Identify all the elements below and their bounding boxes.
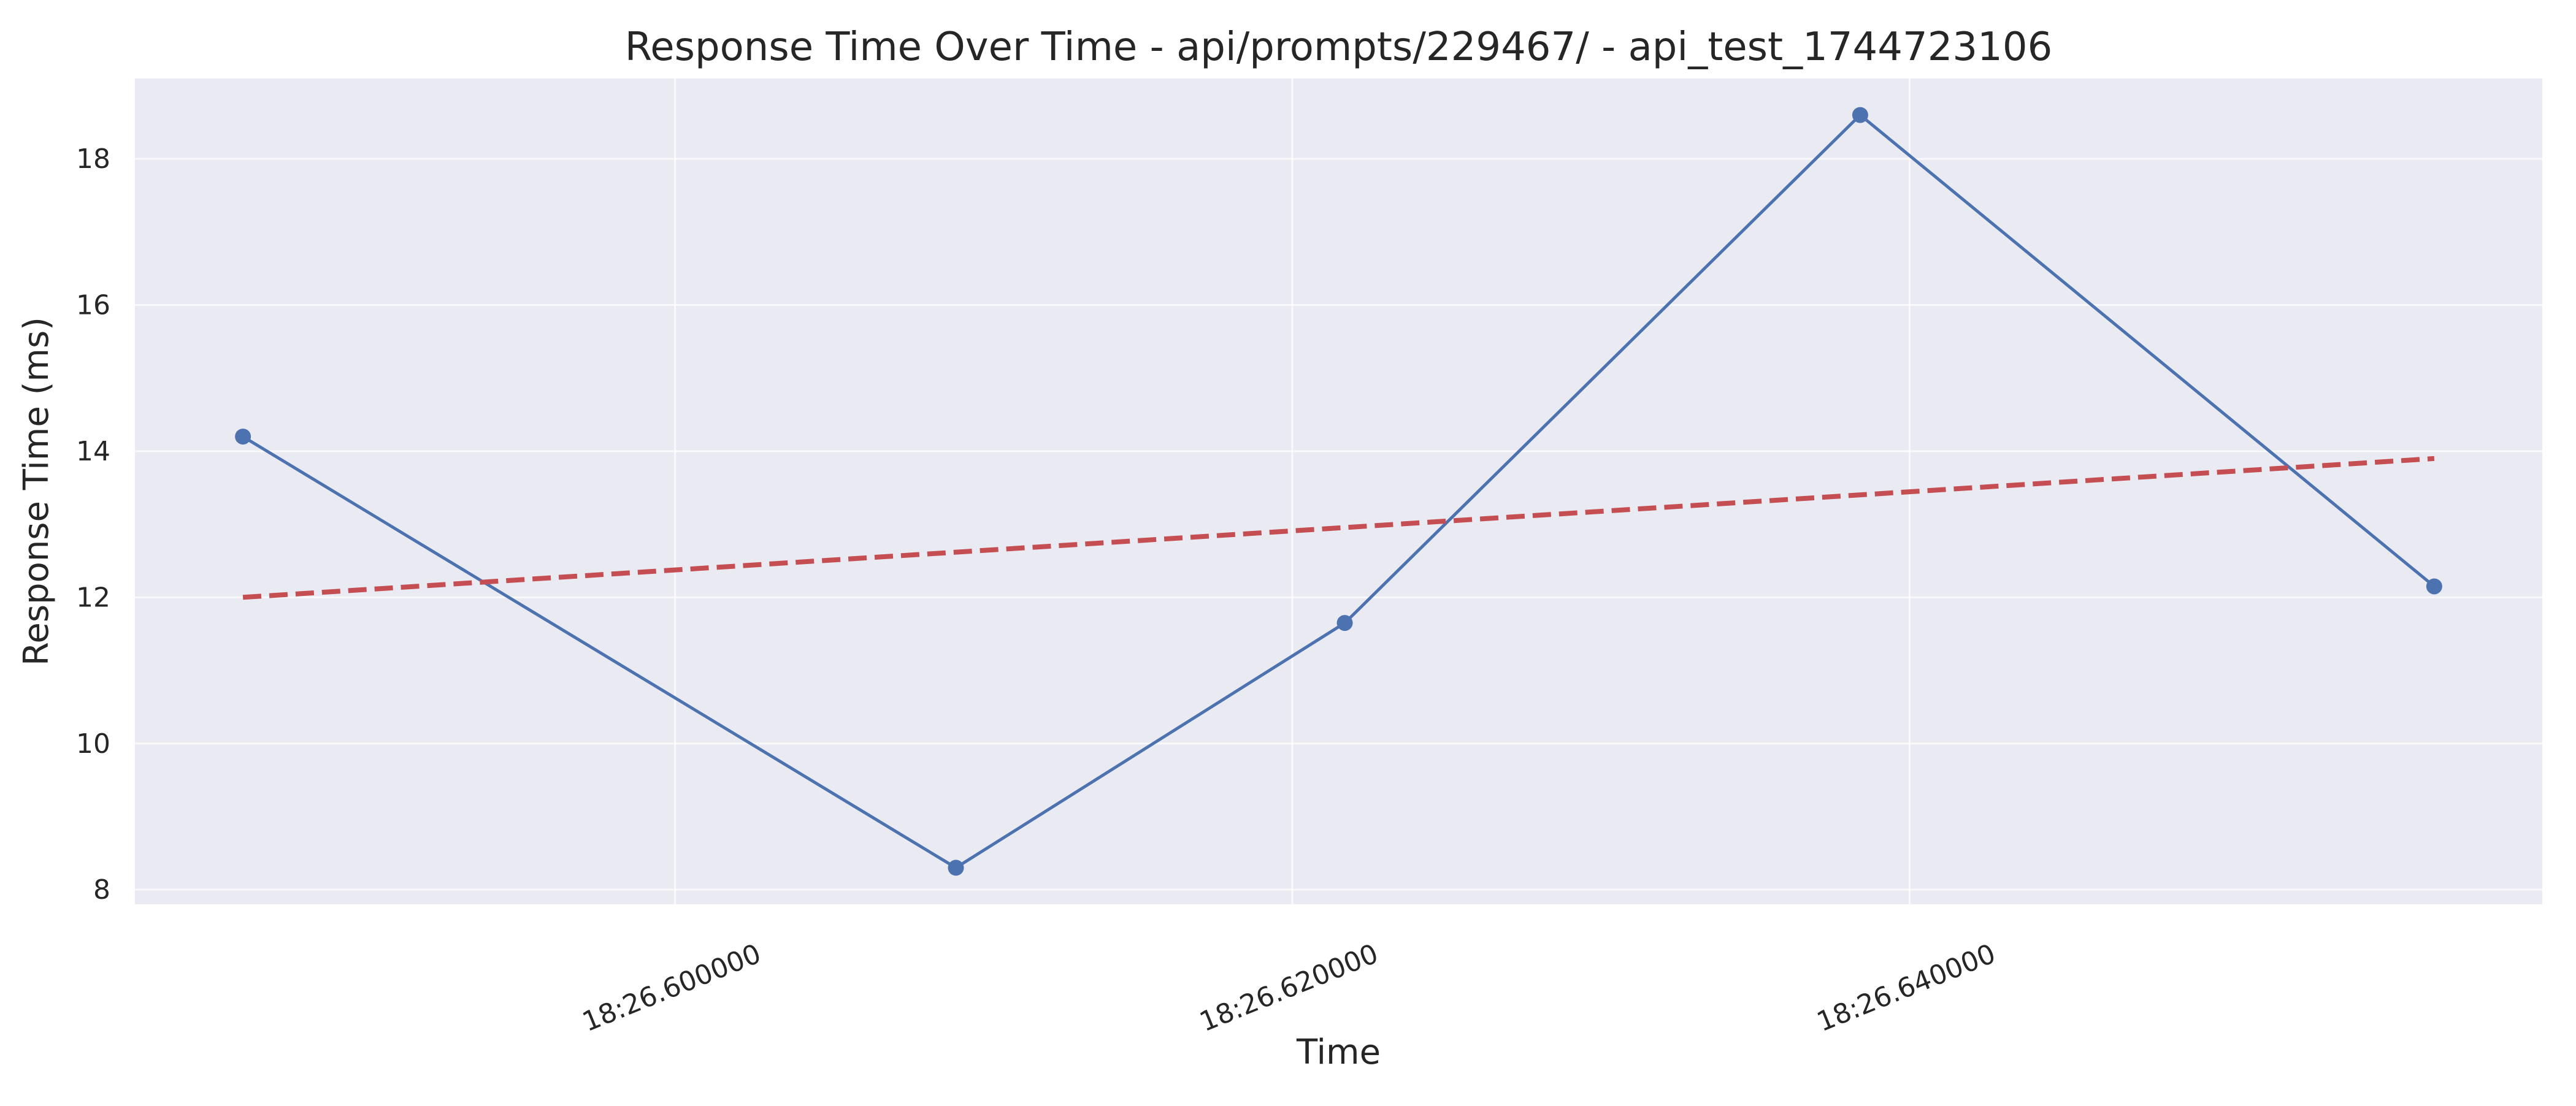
x-axis-ticks: 18:26.600000 18:26.620000 18:26.640000 [578,938,1999,1038]
plot-area [135,78,2542,904]
y-tick-label: 12 [76,582,110,613]
y-tick-label: 18 [76,143,110,175]
trend-line [242,456,2435,600]
y-tick-label: 14 [76,436,110,467]
chart-title: Response Time Over Time - api/prompts/22… [625,25,2053,70]
data-point [1336,615,1353,631]
x-axis-label: Time [1296,1032,1381,1072]
grid-lines [135,78,2542,904]
y-tick-label: 8 [93,874,110,906]
data-point [1852,107,1868,123]
y-axis-ticks: 8 10 12 14 16 18 [76,143,110,906]
data-point [2426,578,2442,595]
series-layer [235,107,2442,876]
y-tick-label: 10 [76,728,110,760]
data-point [235,429,251,445]
x-tick-label: 18:26.640000 [1812,938,1999,1038]
y-tick-label: 16 [76,290,110,321]
y-axis-label: Response Time (ms) [17,317,56,666]
data-point [948,860,964,876]
x-tick-label: 18:26.620000 [1195,938,1382,1038]
x-tick-label: 18:26.600000 [578,938,765,1038]
